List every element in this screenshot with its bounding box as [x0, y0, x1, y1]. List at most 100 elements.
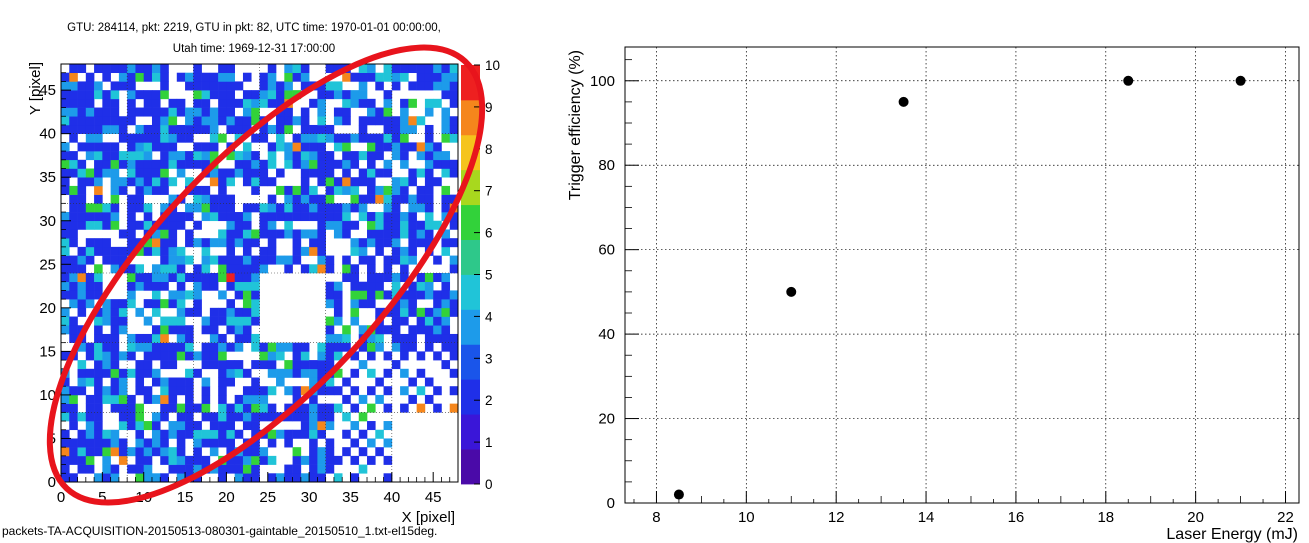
- heatmap-cell: [424, 81, 434, 91]
- heatmap-cell: [391, 124, 401, 134]
- heatmap-cell: [300, 386, 310, 396]
- heatmap-cell: [375, 142, 384, 152]
- heatmap-cell: [300, 72, 310, 82]
- heatmap-cell: [300, 116, 310, 126]
- heatmap-cell: [226, 72, 235, 82]
- heatmap-cell: [201, 90, 211, 100]
- heatmap-cell: [317, 264, 326, 274]
- heatmap-cell: [69, 159, 78, 169]
- heatmap-cell: [135, 264, 145, 274]
- heatmap-cell: [94, 133, 103, 143]
- heatmap-cell: [160, 429, 169, 439]
- heatmap-cell: [367, 386, 376, 396]
- heatmap-cell: [309, 447, 318, 457]
- heatmap-cell: [309, 264, 318, 274]
- heatmap-cell: [276, 473, 285, 483]
- heatmap-cell: [383, 159, 393, 169]
- scatter-points: [673, 75, 1246, 500]
- heatmap-cell: [69, 299, 78, 309]
- heatmap-cell: [209, 194, 219, 204]
- heatmap-cell: [77, 168, 87, 178]
- heatmap-cell: [309, 429, 318, 439]
- color-scale-segment: [461, 414, 480, 450]
- heatmap-cell: [110, 203, 120, 213]
- heatmap-cell: [226, 255, 235, 265]
- heatmap-cell: [110, 429, 120, 439]
- heatmap-cell: [61, 98, 70, 108]
- heatmap-cell: [209, 273, 219, 283]
- heatmap-cell: [110, 264, 120, 274]
- heatmap-cell: [218, 464, 227, 474]
- heatmap-cell: [110, 333, 120, 343]
- heatmap-cell: [218, 168, 227, 178]
- heatmap-cell: [309, 438, 318, 448]
- heatmap-cell: [218, 81, 227, 91]
- heatmap-cell: [292, 212, 302, 222]
- heatmap-cell: [367, 168, 376, 178]
- heatmap-cell: [309, 394, 318, 404]
- heatmap-cell: [284, 264, 293, 274]
- heatmap-cell: [400, 185, 409, 195]
- heatmap-cell: [176, 421, 186, 431]
- heatmap-cell: [391, 333, 401, 343]
- heatmap-cell: [342, 185, 351, 195]
- heatmap-cell: [358, 133, 368, 143]
- heatmap-cell: [251, 307, 260, 317]
- heatmap-cell: [317, 203, 326, 213]
- heatmap-cell: [424, 107, 434, 117]
- heatmap-cell: [102, 351, 111, 361]
- heatmap-cell: [193, 307, 202, 317]
- heatmap-cell: [234, 290, 244, 300]
- heatmap-cell: [367, 281, 376, 291]
- heatmap-cell: [441, 203, 451, 213]
- heatmap-cell: [110, 325, 120, 335]
- heatmap-cell: [160, 220, 169, 230]
- heatmap-cell: [358, 281, 368, 291]
- heatmap-cell: [292, 342, 302, 352]
- heatmap-cell: [61, 394, 70, 404]
- heatmap-cell: [176, 133, 186, 143]
- heatmap-cell: [160, 351, 169, 361]
- heatmap-cell: [350, 473, 360, 483]
- heatmap-cell: [424, 325, 434, 335]
- heatmap-cell: [77, 98, 87, 108]
- heatmap-cell: [391, 325, 401, 335]
- heatmap-cell: [168, 325, 178, 335]
- heatmap-cell: [358, 203, 368, 213]
- heatmap-cell: [259, 394, 269, 404]
- heatmap-cell: [242, 151, 252, 161]
- heatmap-cell: [110, 98, 120, 108]
- heatmap-cell: [160, 316, 169, 326]
- heatmap-cell: [358, 212, 368, 222]
- heatmap-cell: [276, 116, 285, 126]
- heatmap-cell: [77, 264, 87, 274]
- heatmap-cell: [176, 255, 186, 265]
- heatmap-cell: [94, 142, 103, 152]
- heatmap-cell: [209, 168, 219, 178]
- heatmap-cell: [118, 81, 128, 91]
- heatmap-cell: [209, 90, 219, 100]
- heatmap-cell: [309, 421, 318, 431]
- heatmap-cell: [234, 98, 244, 108]
- heatmap-cell: [449, 386, 459, 396]
- heatmap-cell: [367, 107, 376, 117]
- heatmap-cell: [185, 394, 194, 404]
- heatmap-x-tick-label: 45: [425, 489, 442, 506]
- heatmap-cell: [160, 342, 169, 352]
- heatmap-cell: [143, 246, 153, 256]
- heatmap-cell: [284, 194, 293, 204]
- heatmap-cell: [383, 116, 393, 126]
- heatmap-cell: [160, 90, 169, 100]
- heatmap-cell: [276, 133, 285, 143]
- heatmap-cell: [441, 360, 451, 370]
- heatmap-cell: [325, 203, 335, 213]
- heatmap-cell: [176, 98, 186, 108]
- heatmap-cell: [292, 429, 302, 439]
- heatmap-cell: [102, 246, 111, 256]
- heatmap-cell: [408, 64, 417, 74]
- scatter-point: [1235, 75, 1246, 86]
- heatmap-cell: [168, 273, 178, 283]
- heatmap-cell: [193, 116, 202, 126]
- heatmap-cell: [160, 281, 169, 291]
- heatmap-cell: [118, 455, 128, 465]
